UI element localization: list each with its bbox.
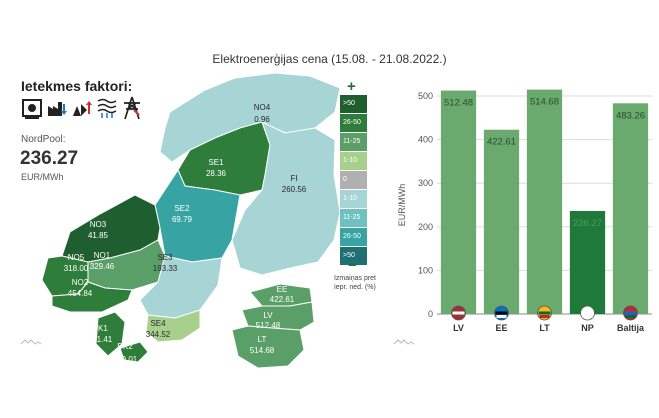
bar-value-label: 236.27 <box>573 218 602 229</box>
renewables-icon[interactable] <box>71 96 93 120</box>
region-label-no1: NO1 <box>94 251 111 260</box>
bar-lv[interactable] <box>440 90 477 315</box>
region-value-se1: 28.36 <box>206 169 227 178</box>
factor-icons <box>21 96 143 120</box>
region-label-no5: NO5 <box>68 253 85 262</box>
x-tick-label: Baltija <box>617 323 645 333</box>
legend-item: 1-10 <box>340 190 367 208</box>
region-label-se1: SE1 <box>208 158 224 167</box>
region-label-se4: SE4 <box>150 319 166 328</box>
region-lt[interactable] <box>231 325 305 369</box>
region-value-no2: 454.84 <box>68 289 93 298</box>
legend-item: 0 <box>340 171 367 189</box>
region-no2[interactable] <box>51 281 133 313</box>
y-axis-label: EUR/MWh <box>397 184 407 227</box>
region-fi[interactable] <box>231 121 341 276</box>
x-tick-label: EE <box>495 323 507 333</box>
legend-item: >50 <box>340 247 367 265</box>
region-value-ee: 422.61 <box>270 295 295 304</box>
region-value-no4: 0.96 <box>254 115 270 124</box>
bar-np[interactable] <box>569 210 606 314</box>
y-tick-label: 500 <box>418 91 433 101</box>
region-label-se2: SE2 <box>174 204 190 213</box>
region-value-dk2: 479.01 <box>113 355 138 364</box>
nordpool-label: NordPool: <box>21 134 66 145</box>
y-tick-label: 0 <box>428 309 433 319</box>
legend-item: >50 <box>340 95 367 113</box>
nordpool-value: 236.27 <box>20 148 79 169</box>
region-label-no4: NO4 <box>254 103 271 112</box>
x-tick-label: LT <box>539 323 550 333</box>
factory-icon[interactable] <box>46 96 68 120</box>
region-value-dk1: 481.41 <box>88 335 113 344</box>
legend-caption-line1: Izmaiņas pret <box>333 275 377 282</box>
power-plant-icon[interactable] <box>21 96 43 120</box>
region-value-no1: 329.46 <box>90 262 115 271</box>
power-pylon-icon[interactable] <box>121 96 143 120</box>
flag-lt-icon <box>537 305 552 321</box>
legend-caption-line2: iepr. ned. (%) <box>334 284 376 291</box>
bar-value-label: 512.48 <box>444 98 473 109</box>
wave-mark-right <box>393 339 415 345</box>
legend-caption: Izmaiņas pret iepr. ned. (%) <box>325 274 385 292</box>
legend-item: 1-10 <box>340 152 367 170</box>
bar-value-label: 483.26 <box>616 110 645 121</box>
x-tick-label: NP <box>581 323 594 333</box>
region-label-fi: FI <box>290 174 297 183</box>
region-dk2[interactable] <box>119 341 149 363</box>
region-label-dk1: DK1 <box>92 324 108 333</box>
wave-mark-left <box>20 339 42 345</box>
flag-ee-icon <box>494 305 509 321</box>
flag-baltija-icon <box>623 305 638 321</box>
region-label-no3: NO3 <box>90 220 107 229</box>
y-tick-label: 400 <box>418 135 433 145</box>
region-label-no2: NO2 <box>72 278 89 287</box>
legend-item: 11-25 <box>340 209 367 227</box>
legend-item: 26-50 <box>340 114 367 132</box>
heat-waves-icon[interactable] <box>96 96 118 120</box>
x-tick-label: LV <box>453 323 464 333</box>
bar-baltija[interactable] <box>612 103 649 314</box>
region-value-se2: 69.79 <box>172 215 193 224</box>
change-legend: >50 26-50 11-25 1-10 0 1-10 11-25 26-50 >50 <box>340 95 367 266</box>
region-se4[interactable] <box>145 309 201 343</box>
region-label-lv: LV <box>263 311 273 320</box>
region-se3[interactable] <box>139 255 223 319</box>
region-label-se3: SE3 <box>157 253 173 262</box>
y-tick-label: 200 <box>418 222 433 232</box>
flag-lv-icon <box>451 305 466 321</box>
region-value-no3: 41.85 <box>88 231 109 240</box>
region-dk1[interactable] <box>95 311 126 357</box>
bar-lt[interactable] <box>526 89 563 314</box>
region-value-no5: 318.00 <box>64 264 89 273</box>
legend-item: 11-25 <box>340 133 367 151</box>
region-value-se4: 344.52 <box>146 330 171 339</box>
page-title: Elektroenerģijas cena (15.08. - 21.08.20… <box>212 52 447 66</box>
flag-np-icon <box>580 305 595 321</box>
region-value-se3: 193.33 <box>153 264 178 273</box>
region-value-lt: 514.68 <box>250 346 275 355</box>
bar-ee[interactable] <box>483 129 520 314</box>
legend-item: 26-50 <box>340 228 367 246</box>
region-label-dk2: DK2 <box>117 342 133 351</box>
region-label-ee: EE <box>277 285 288 294</box>
bar-value-label: 514.68 <box>530 97 559 108</box>
y-tick-label: 100 <box>418 265 433 275</box>
y-tick-label: 300 <box>418 178 433 188</box>
legend-minus: − <box>348 257 357 274</box>
factors-title: Ietekmes faktori: <box>21 78 133 94</box>
region-label-lt: LT <box>258 335 267 344</box>
nordpool-unit: EUR/MWh <box>21 172 64 182</box>
region-value-fi: 260.56 <box>282 185 307 194</box>
region-value-lv: 512.48 <box>256 321 281 330</box>
bar-value-label: 422.61 <box>487 137 516 148</box>
legend-plus: + <box>347 78 356 95</box>
